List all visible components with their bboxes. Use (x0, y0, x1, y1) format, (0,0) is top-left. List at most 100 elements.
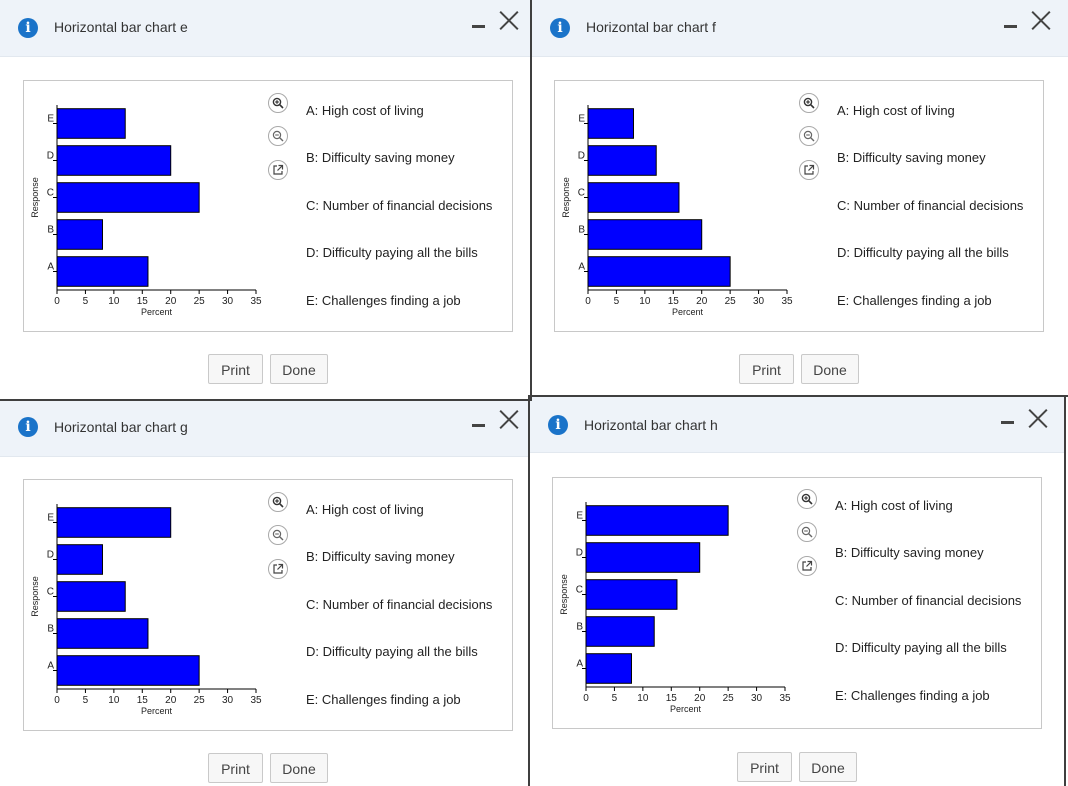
legend-item: B: Difficulty saving money (306, 150, 455, 165)
bar-chart: 0 5 10 15 20 25 30 35 A B C D E Percent Response (559, 502, 791, 714)
x-tick-label: 30 (751, 693, 763, 704)
y-tick-label: D (47, 550, 54, 561)
bar (587, 182, 680, 213)
print-button[interactable]: Print (737, 752, 792, 782)
external-link-icon[interactable] (268, 160, 288, 180)
y-tick-label: E (47, 513, 54, 524)
minimize-icon[interactable] (1003, 15, 1019, 35)
x-tick-label: 0 (54, 296, 60, 307)
y-tick-label: D (578, 151, 585, 162)
x-tick-label: 30 (753, 296, 765, 307)
bar (56, 581, 126, 612)
y-tick-label: A (47, 661, 54, 672)
dialog-title: Horizontal bar chart f (586, 19, 716, 35)
legend-item: B: Difficulty saving money (835, 545, 984, 560)
dialog-titlebar: i Horizontal bar chart e (0, 0, 530, 57)
zoom-in-icon[interactable] (799, 93, 819, 113)
bar (56, 507, 172, 538)
x-tick-label: 30 (222, 296, 234, 307)
close-icon[interactable] (499, 10, 519, 30)
zoom-out-icon[interactable] (268, 126, 288, 146)
zoom-out-icon[interactable] (799, 126, 819, 146)
x-tick-label: 35 (779, 693, 791, 704)
print-button[interactable]: Print (739, 354, 794, 384)
bar (56, 256, 149, 287)
info-icon: i (18, 417, 38, 437)
done-button[interactable]: Done (799, 752, 857, 782)
y-axis-label: Response (30, 576, 40, 617)
external-link-icon[interactable] (797, 556, 817, 576)
legend-item: B: Difficulty saving money (837, 150, 986, 165)
dialog-titlebar: i Horizontal bar chart g (0, 400, 530, 457)
y-tick-label: B (576, 622, 583, 633)
dialog-border (1064, 395, 1066, 786)
dialog-titlebar: i Horizontal bar chart f (532, 0, 1068, 57)
bar-chart: 0 5 10 15 20 25 30 35 A B C D E Percent Response (30, 105, 262, 317)
bar (56, 544, 103, 575)
zoom-in-icon[interactable] (268, 492, 288, 512)
chart-panel: 0 5 10 15 20 25 30 35 A B C D E Percent Response A: Hi… (23, 479, 513, 731)
bar (585, 542, 701, 573)
y-tick-label: E (578, 114, 585, 125)
bar (585, 653, 632, 684)
bar (56, 219, 103, 250)
x-tick-label: 35 (250, 695, 262, 706)
y-tick-label: D (47, 151, 54, 162)
x-axis-label: Percent (141, 706, 173, 716)
x-axis-label: Percent (141, 307, 173, 317)
zoom-out-icon[interactable] (797, 522, 817, 542)
legend-item: C: Number of financial decisions (306, 597, 493, 612)
done-button[interactable]: Done (270, 354, 328, 384)
info-icon: i (550, 18, 570, 38)
y-tick-label: C (47, 188, 54, 199)
x-tick-label: 5 (83, 296, 89, 307)
bar (56, 655, 200, 686)
chart-panel: 0 5 10 15 20 25 30 35 A B C D E Percent Response A: Hi… (554, 80, 1044, 332)
dialog-border (528, 395, 1068, 397)
legend-item: A: High cost of living (837, 103, 955, 118)
legend-item: E: Challenges finding a job (306, 293, 461, 308)
x-tick-label: 20 (165, 296, 177, 307)
x-tick-label: 35 (250, 296, 262, 307)
x-tick-label: 15 (137, 296, 149, 307)
legend-item: A: High cost of living (835, 498, 953, 513)
done-button[interactable]: Done (270, 753, 328, 783)
minimize-icon[interactable] (1000, 411, 1016, 431)
y-axis-label: Response (30, 177, 40, 218)
x-tick-label: 5 (614, 296, 620, 307)
bar (587, 108, 634, 139)
dialog-title: Horizontal bar chart e (54, 19, 188, 35)
external-link-icon[interactable] (268, 559, 288, 579)
y-tick-label: C (578, 188, 585, 199)
external-link-icon[interactable] (799, 160, 819, 180)
bar (585, 616, 655, 647)
y-tick-label: C (576, 585, 583, 596)
dialog-chart-g: i Horizontal bar chart g 0 5 10 15 20 25 30 35 A… (0, 400, 530, 786)
minimize-icon[interactable] (471, 414, 487, 434)
print-button[interactable]: Print (208, 354, 263, 384)
dialog-titlebar: i Horizontal bar chart h (530, 396, 1065, 453)
close-icon[interactable] (1028, 408, 1048, 428)
x-tick-label: 20 (165, 695, 177, 706)
x-tick-label: 25 (725, 296, 737, 307)
x-tick-label: 25 (723, 693, 735, 704)
y-tick-label: A (576, 659, 583, 670)
zoom-out-icon[interactable] (268, 525, 288, 545)
bar-chart: 0 5 10 15 20 25 30 35 A B C D E Percent Response (561, 105, 793, 317)
dialog-chart-e: i Horizontal bar chart e 0 5 10 15 20 25 30 35 A… (0, 0, 530, 400)
x-tick-label: 0 (583, 693, 589, 704)
x-tick-label: 35 (781, 296, 793, 307)
print-button[interactable]: Print (208, 753, 263, 783)
zoom-in-icon[interactable] (268, 93, 288, 113)
close-icon[interactable] (499, 409, 519, 429)
dialog-chart-f: i Horizontal bar chart f 0 5 10 15 20 25 30 35 A… (532, 0, 1068, 396)
close-icon[interactable] (1031, 10, 1051, 30)
y-tick-label: B (578, 225, 585, 236)
legend-item: A: High cost of living (306, 103, 424, 118)
y-axis-label: Response (561, 177, 571, 218)
legend-item: E: Challenges finding a job (306, 692, 461, 707)
zoom-in-icon[interactable] (797, 489, 817, 509)
minimize-icon[interactable] (471, 15, 487, 35)
done-button[interactable]: Done (801, 354, 859, 384)
dialog-border (530, 0, 532, 400)
